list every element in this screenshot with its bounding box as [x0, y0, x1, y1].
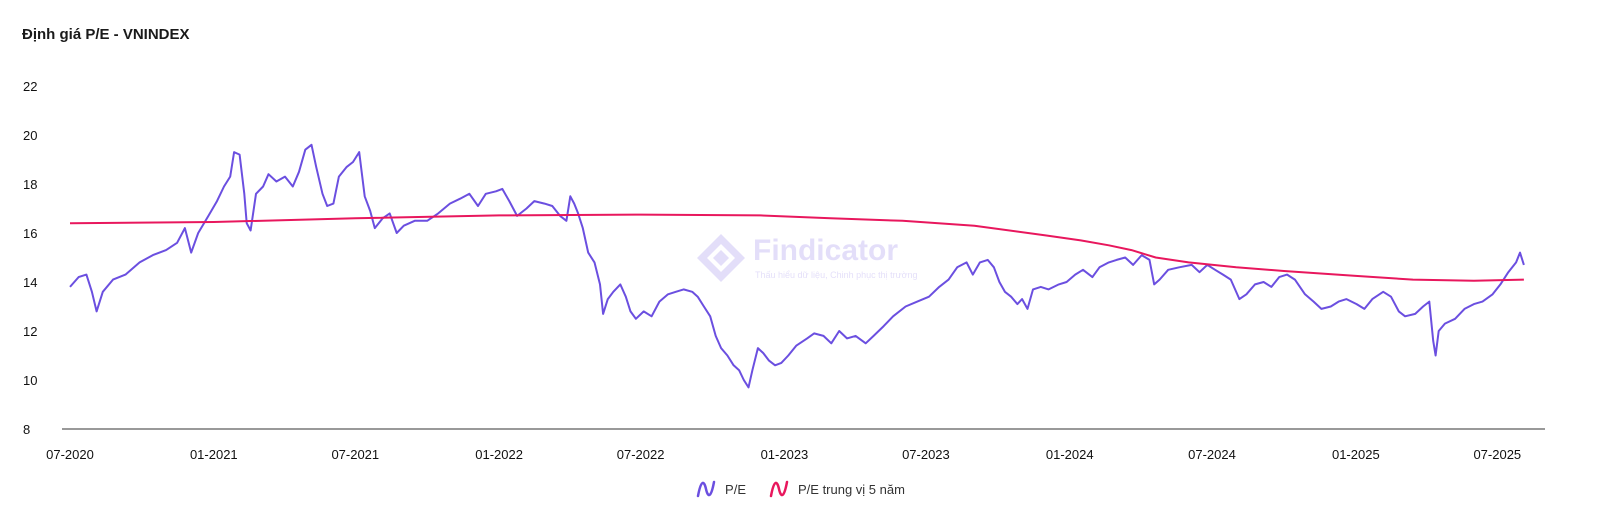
- y-tick-label: 12: [23, 324, 37, 339]
- x-tick-label: 07-2025: [1473, 447, 1521, 462]
- legend: P/E P/E trung vị 5 năm: [0, 478, 1600, 500]
- watermark: Findicator Thấu hiểu dữ liệu, Chinh phục…: [695, 232, 925, 284]
- y-tick-label: 16: [23, 226, 37, 241]
- median-series-line: [69, 213, 1524, 282]
- y-tick-label: 8: [23, 422, 30, 437]
- x-tick-label: 07-2023: [902, 447, 950, 462]
- line-series-icon: [696, 480, 716, 498]
- legend-label-median: P/E trung vị 5 năm: [798, 481, 905, 497]
- watermark-name: Findicator: [753, 234, 899, 267]
- x-tick-label: 07-2024: [1188, 447, 1236, 462]
- pe-series-line: [69, 143, 1525, 389]
- watermark-tagline: Thấu hiểu dữ liệu, Chinh phục thị trường: [755, 270, 918, 280]
- x-tick-label: 01-2022: [475, 447, 523, 462]
- x-tick-label: 01-2023: [761, 447, 809, 462]
- y-tick-label: 10: [23, 373, 37, 388]
- legend-label-pe: P/E: [725, 481, 746, 497]
- x-tick-label: 07-2021: [331, 447, 379, 462]
- series-layer: [69, 143, 1525, 389]
- y-tick-label: 20: [23, 128, 37, 143]
- x-tick-label: 01-2021: [190, 447, 238, 462]
- legend-item-median[interactable]: P/E trung vị 5 năm: [768, 478, 905, 500]
- y-tick-label: 14: [23, 275, 37, 290]
- x-tick-label: 01-2024: [1046, 447, 1094, 462]
- y-tick-label: 22: [23, 79, 37, 94]
- y-axis: 8 10 12 14 16 18 20 22: [23, 79, 37, 437]
- x-axis: 07-2020 01-2021 07-2021 01-2022 07-2022 01-20…: [46, 447, 1521, 462]
- chart-title: Định giá P/E - VNINDEX: [22, 26, 190, 43]
- findicator-logo-icon: [697, 234, 745, 282]
- y-tick-label: 18: [23, 177, 37, 192]
- x-tick-label: 07-2022: [617, 447, 665, 462]
- legend-item-pe[interactable]: P/E: [695, 478, 746, 500]
- line-series-icon: [769, 480, 789, 498]
- x-tick-label: 07-2020: [46, 447, 94, 462]
- x-tick-label: 01-2025: [1332, 447, 1380, 462]
